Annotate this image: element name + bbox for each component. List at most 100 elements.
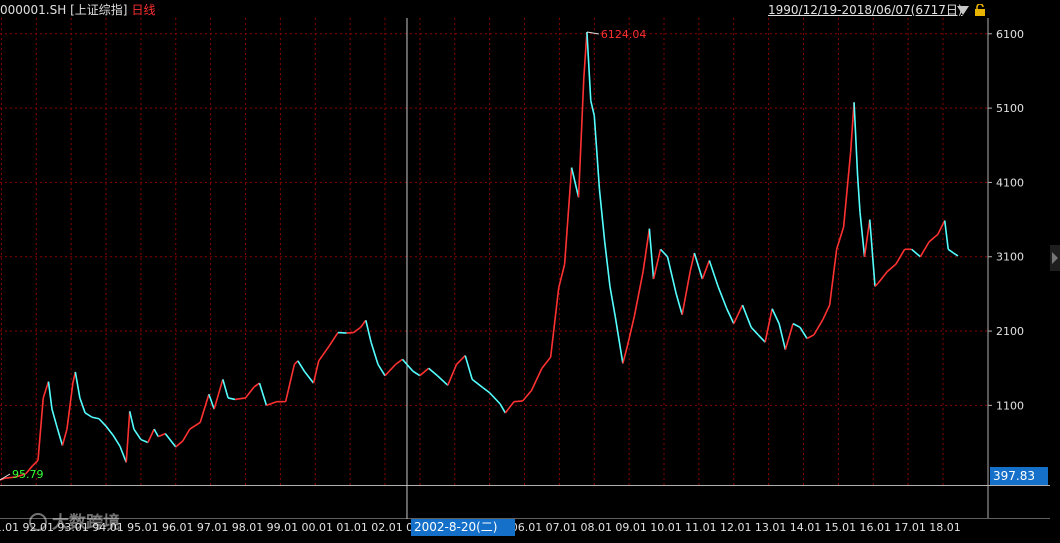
price-segment [119,445,127,463]
x-tick-label: 10.01 [650,521,682,534]
price-segment [140,438,149,444]
x-tick-label: 14.01 [790,521,822,534]
period-label[interactable]: 日线 [131,3,156,17]
y-tick-label: 1100 [996,399,1024,412]
x-tick-label: 97.01 [197,521,229,534]
y-tick-label: 2100 [996,325,1024,338]
x-tick-label: 07.01 [546,521,578,534]
price-segment [112,434,121,447]
x-tick-label: 94.01 [92,521,124,534]
price-segment [856,174,861,213]
price-segment [164,433,177,448]
price-segment [874,282,880,288]
price-segment [25,465,34,475]
dropdown-triangle-icon[interactable] [957,6,969,15]
price-segment [570,167,580,198]
price-segment [799,326,808,339]
price-segment [128,411,135,430]
x-tick-label: 08.01 [581,521,613,534]
price-segment [622,345,629,364]
lock-icon[interactable] [974,4,986,16]
price-segment [253,382,260,388]
price-segment [859,212,866,257]
y-tick-label: 5100 [996,102,1024,115]
price-segment [609,286,616,317]
price-segment [222,379,229,399]
price-segment [394,358,403,366]
price-segment [318,345,330,362]
price-segment [708,260,719,287]
price-segment [598,189,606,242]
price-segment [937,220,946,235]
symbol-label: 000001.SH [上证综指] [0,3,128,17]
price-segment [412,370,421,377]
price-segment [849,102,855,153]
price-segment [293,360,299,366]
y-tick-label: 4100 [996,176,1024,189]
price-segment [642,228,651,272]
price-segment [79,397,86,414]
price-segment [244,386,255,399]
x-tick-label: 15.01 [825,521,857,534]
price-segment [436,375,449,386]
price-segment [428,367,438,377]
watermark-text: 大数跨境 [52,512,120,533]
price-segment [842,152,852,228]
price-segment [757,334,766,343]
price-segment [365,320,372,343]
price-segment [614,316,624,364]
price-segment [557,263,566,289]
price-segment [681,271,691,315]
price-segment [666,256,677,295]
price-segment [821,304,831,321]
x-tick-label: 11.01 [685,521,717,534]
price-segment [406,363,414,372]
price-segment [489,392,501,405]
x-tick-label: 01.01 [336,521,368,534]
price-segment [626,316,636,347]
price-segment [84,412,93,418]
price-segment [328,332,339,347]
price-segment [522,389,533,402]
price-segment [733,304,744,324]
price-segment [208,393,215,410]
panel-expand-handle[interactable] [1050,245,1060,271]
price-segment [919,241,930,258]
price-segment [648,228,655,280]
price-segment [741,304,752,328]
annotation-label: 6124.04 [601,28,647,41]
price-segment [877,271,888,284]
price-segment [750,326,759,336]
price-segment [199,393,210,423]
price-segment [297,360,306,373]
price-segment [603,241,611,287]
price-segment [633,271,644,317]
price-segment [56,427,64,446]
annotation-label: 95.79 [12,468,44,481]
price-segment [189,421,201,430]
price-segment [586,31,592,101]
price-segment [447,364,458,386]
price-segment [98,418,107,427]
price-segment [541,356,552,369]
price-segment [158,432,166,438]
price-segment [304,371,315,384]
price-segment [105,425,114,436]
y-tick-label: 3100 [996,251,1024,264]
price-segment [370,341,379,365]
price-segment [175,440,184,448]
price-segment [419,367,430,377]
x-tick-label: 92.01 [23,521,55,534]
date-range-label[interactable]: 1990/12/19-2018/06/07(6717日) [768,3,963,17]
price-segment [258,382,268,406]
price-segment [943,220,950,250]
price-segment [91,416,100,420]
price-segment [549,287,560,358]
price-segment [778,323,787,350]
price-segment [66,382,74,430]
y-tick-label: 6100 [996,28,1024,41]
price-segment [726,308,735,324]
price-segment [784,323,794,350]
